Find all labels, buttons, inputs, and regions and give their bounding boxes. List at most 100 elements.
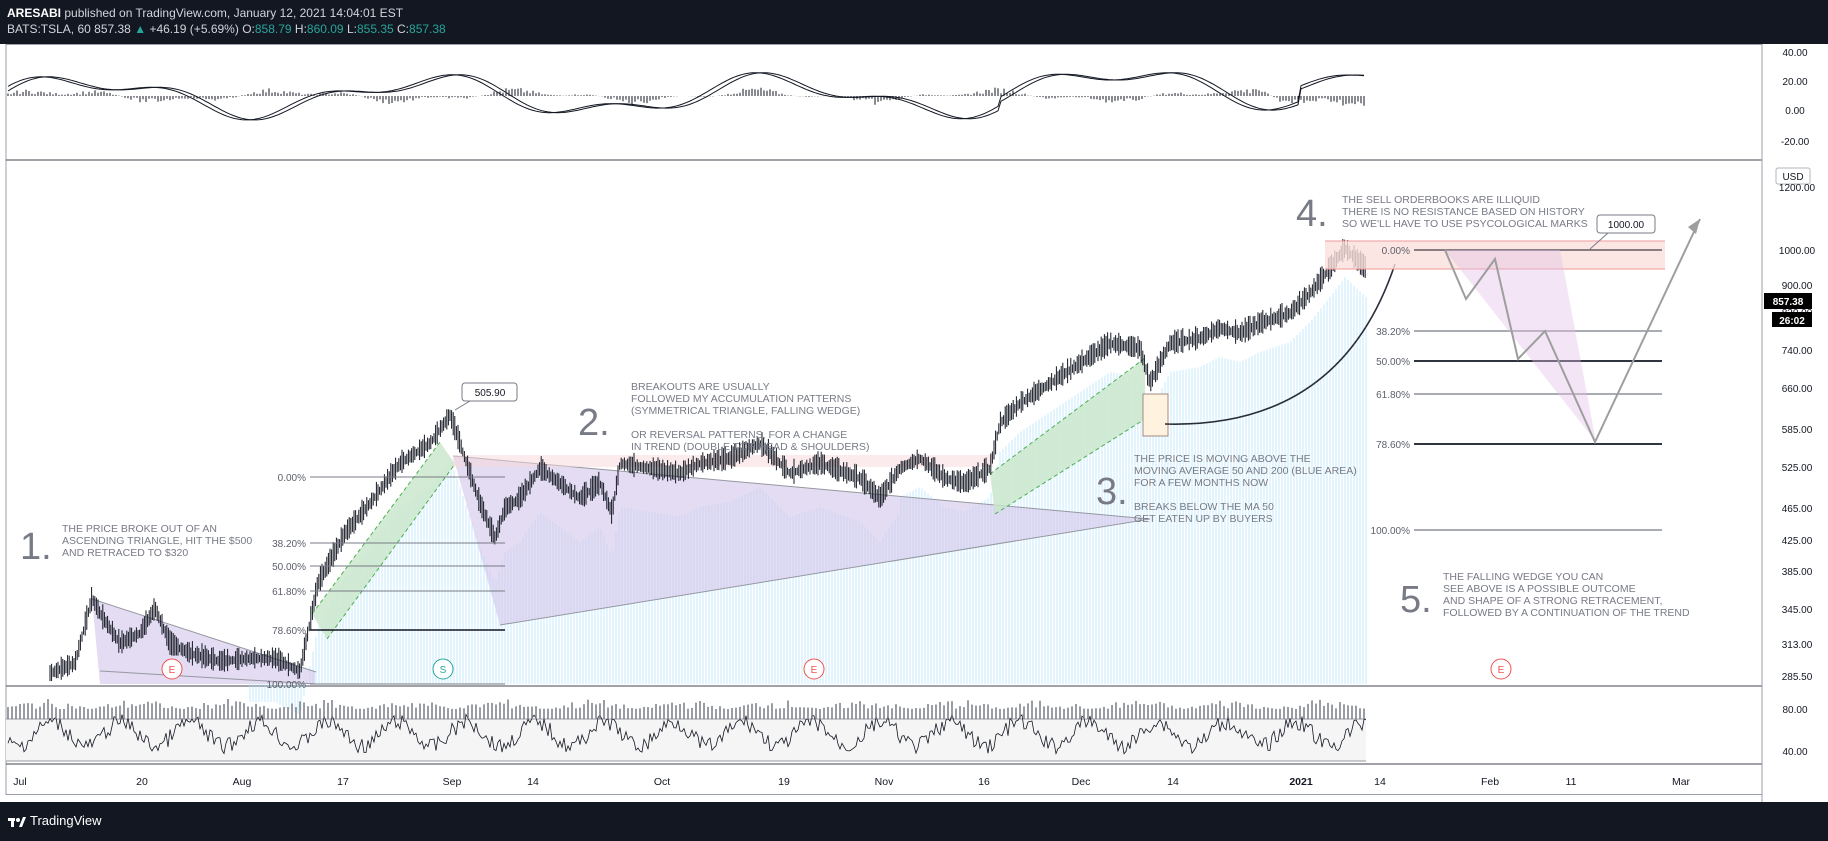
earnings-event-icon[interactable] [803, 658, 825, 680]
note-1-text: ASCENDING TRIANGLE, HIT THE $500 [62, 535, 252, 547]
fib-level-label: 61.80% [1376, 390, 1410, 401]
currency-badge[interactable] [1775, 167, 1811, 185]
rsi-line [7, 712, 1366, 756]
channel-line [311, 441, 441, 615]
note-4-text: THERE IS NO RESISTANCE BASED ON HISTORY [1342, 206, 1585, 218]
last-price-label: 857.38 [1773, 297, 1804, 308]
fib-level-label: 50.00% [272, 562, 306, 573]
projection-drawing [1444, 218, 1701, 445]
callouts: 505.90 1000.00 [454, 214, 1656, 411]
time-axis-tick: 11 [1566, 776, 1577, 788]
fib-level-label: 78.60% [1376, 440, 1410, 451]
split-event-icon[interactable] [432, 658, 454, 680]
low-label: L: [346, 22, 357, 36]
macd-axis-tick: -20.00 [1781, 137, 1810, 148]
note-2-number: 2. [578, 402, 610, 444]
note-4-number: 4. [1296, 193, 1328, 235]
rsi-axis-tick: 80.00 [1782, 705, 1807, 716]
price-axis-tick: 1200.00 [1779, 183, 1816, 194]
macd-pane[interactable] [7, 72, 1365, 121]
time-axis-tick: 17 [337, 776, 349, 788]
price-axis-tick: 285.50 [1782, 672, 1813, 683]
projection-path [1444, 218, 1701, 445]
parabolic-curve [1164, 263, 1396, 425]
time-axis-tick: 14 [1167, 776, 1179, 788]
callout-pointer [454, 400, 471, 411]
price-candles [49, 239, 1366, 682]
time-axis-tick: 20 [136, 776, 148, 788]
currency-label: USD [1782, 172, 1803, 183]
note-1-text: AND RETRACED TO $320 [62, 547, 188, 559]
macd-histogram [7, 87, 1365, 106]
note-5-text: THE FALLING WEDGE YOU CAN [1443, 571, 1603, 583]
fib-level-label: 0.00% [1382, 246, 1410, 257]
note-3-number: 3. [1096, 471, 1128, 513]
last-price: 857.38 [94, 22, 131, 36]
time-axis-tick: Dec [1072, 776, 1091, 788]
fib-retracement-left: 0.00% 38.20% 50.00% 61.80% 78.60% 100.00% [267, 473, 505, 691]
last-price-badge [1764, 293, 1812, 309]
price-pane[interactable]: 0.00% 38.20% 50.00% 61.80% 78.60% 100.00% 0.00… [20, 193, 1701, 714]
time-axis-tick: Mar [1672, 776, 1691, 788]
price-axis-tick: 313.00 [1782, 640, 1813, 651]
event-marker-label: E [811, 665, 818, 676]
close-value: 857.38 [409, 22, 446, 36]
callout-pointer [1589, 232, 1609, 250]
fib-level-label: 38.20% [272, 539, 306, 550]
time-axis-tick: Feb [1481, 776, 1499, 788]
note-1-text: THE PRICE BROKE OUT OF AN [62, 523, 217, 535]
macd-line [7, 72, 1365, 121]
pane-frames [5, 44, 1763, 802]
countdown-label: 26:02 [1779, 316, 1805, 327]
fib-top-zone [1325, 241, 1665, 269]
rsi-pane[interactable] [6, 699, 1366, 762]
time-axis-tick: Aug [233, 776, 252, 788]
note-5-text: FOLLOWED BY A CONTINUATION OF THE TREND [1443, 607, 1690, 619]
low-value: 855.35 [356, 22, 394, 36]
moving-average-area [249, 277, 1367, 714]
note-4-text: THE SELL ORDERBOOKS ARE ILLIQUID [1342, 194, 1540, 206]
tradingview-logo-icon [8, 816, 26, 827]
consolidation-box [1142, 393, 1169, 437]
price-axis-tick: 345.00 [1782, 605, 1813, 616]
publish-info: published on TradingView.com, January 12… [61, 6, 404, 20]
time-axis-tick: 16 [978, 776, 990, 788]
price-axis-tick: 900.00 [1782, 281, 1813, 292]
green-channel [312, 442, 455, 639]
fib-level-label: 0.00% [278, 473, 306, 484]
pattern-drawings [91, 263, 1396, 685]
chart-header: ARESABI published on TradingView.com, Ja… [0, 0, 1828, 44]
brand-name: TradingView [30, 813, 102, 828]
note-3-text: FOR A FEW MONTHS NOW [1134, 477, 1268, 489]
resistance-band [453, 455, 993, 467]
note-1-number: 1. [20, 526, 52, 568]
event-marker-label: E [169, 665, 176, 676]
time-axis-tick: 14 [1374, 776, 1386, 788]
tradingview-logo[interactable]: TradingView [8, 813, 102, 828]
fib-level-label: 100.00% [267, 680, 307, 691]
fib-retracement-right: 0.00% 38.20% 50.00% 61.80% 78.60% 100.00% [1325, 240, 1665, 537]
fib-level-label: 50.00% [1376, 357, 1410, 368]
symbol-label[interactable]: BATS:TSLA, 60 [7, 22, 91, 36]
macd-axis-tick: 20.00 [1782, 77, 1807, 88]
channel-line [994, 418, 1146, 515]
falling-wedge [1445, 250, 1596, 442]
publish-line: ARESABI published on TradingView.com, Ja… [7, 6, 403, 20]
earnings-event-icon[interactable] [161, 658, 183, 680]
high-value: 860.09 [306, 22, 344, 36]
earnings-event-icon[interactable] [1490, 658, 1512, 680]
price-callout-text: 505.90 [475, 388, 506, 399]
author-name[interactable]: ARESABI [7, 6, 62, 20]
price-callout-text: 1000.00 [1608, 220, 1645, 231]
chart-canvas[interactable]: 0.00% 38.20% 50.00% 61.80% 78.60% 100.00% 0.00… [0, 44, 1828, 802]
price-callout [1596, 214, 1656, 234]
time-axis-tick: Jul [13, 776, 26, 788]
time-axis-tick: Nov [875, 776, 894, 788]
chart-area[interactable]: 0.00% 38.20% 50.00% 61.80% 78.60% 100.00% 0.00… [0, 44, 1828, 802]
channel-line [989, 357, 1146, 475]
price-axis-tick: 465.00 [1782, 504, 1813, 515]
note-5-text: SEE ABOVE IS A POSSIBLE OUTCOME [1443, 583, 1636, 595]
note-4-text: SO WE'LL HAVE TO USE PSYCOLOGICAL MARKS [1342, 218, 1588, 230]
